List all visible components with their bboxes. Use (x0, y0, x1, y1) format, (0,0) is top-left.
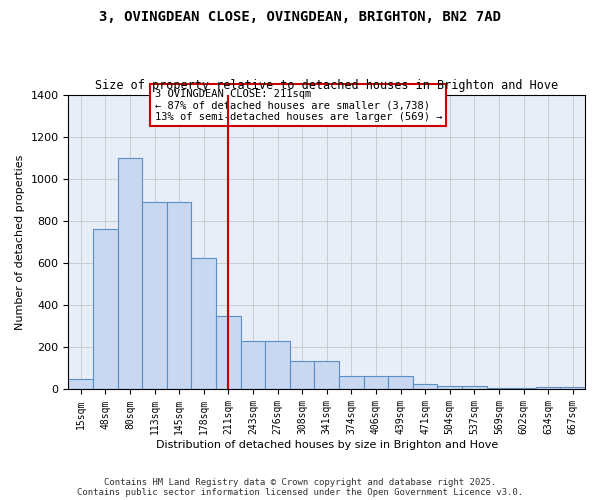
Bar (118, 158, 142, 390)
Bar (290, 361, 314, 390)
Bar (167, 202, 191, 390)
Bar (536, 388, 560, 390)
Bar (68, 380, 93, 390)
Bar (241, 341, 265, 390)
Text: 3 OVINGDEAN CLOSE: 211sqm
← 87% of detached houses are smaller (3,738)
13% of se: 3 OVINGDEAN CLOSE: 211sqm ← 87% of detac… (155, 88, 442, 122)
Bar (437, 386, 462, 390)
Bar (216, 316, 241, 390)
Y-axis label: Number of detached properties: Number of detached properties (15, 154, 25, 330)
Bar (314, 361, 339, 390)
Title: Size of property relative to detached houses in Brighton and Hove: Size of property relative to detached ho… (95, 79, 558, 92)
Text: Contains HM Land Registry data © Crown copyright and database right 2025.
Contai: Contains HM Land Registry data © Crown c… (77, 478, 523, 497)
Bar (511, 388, 536, 390)
Bar (413, 384, 437, 390)
X-axis label: Distribution of detached houses by size in Brighton and Hove: Distribution of detached houses by size … (155, 440, 498, 450)
Bar (388, 376, 413, 390)
Text: 3, OVINGDEAN CLOSE, OVINGDEAN, BRIGHTON, BN2 7AD: 3, OVINGDEAN CLOSE, OVINGDEAN, BRIGHTON,… (99, 10, 501, 24)
Bar (142, 202, 167, 390)
Bar (191, 258, 216, 390)
Bar (339, 376, 364, 390)
Bar (364, 376, 388, 390)
Bar (560, 388, 585, 390)
Bar (487, 388, 511, 390)
Bar (265, 341, 290, 390)
Bar (93, 230, 118, 390)
Bar (462, 386, 487, 390)
